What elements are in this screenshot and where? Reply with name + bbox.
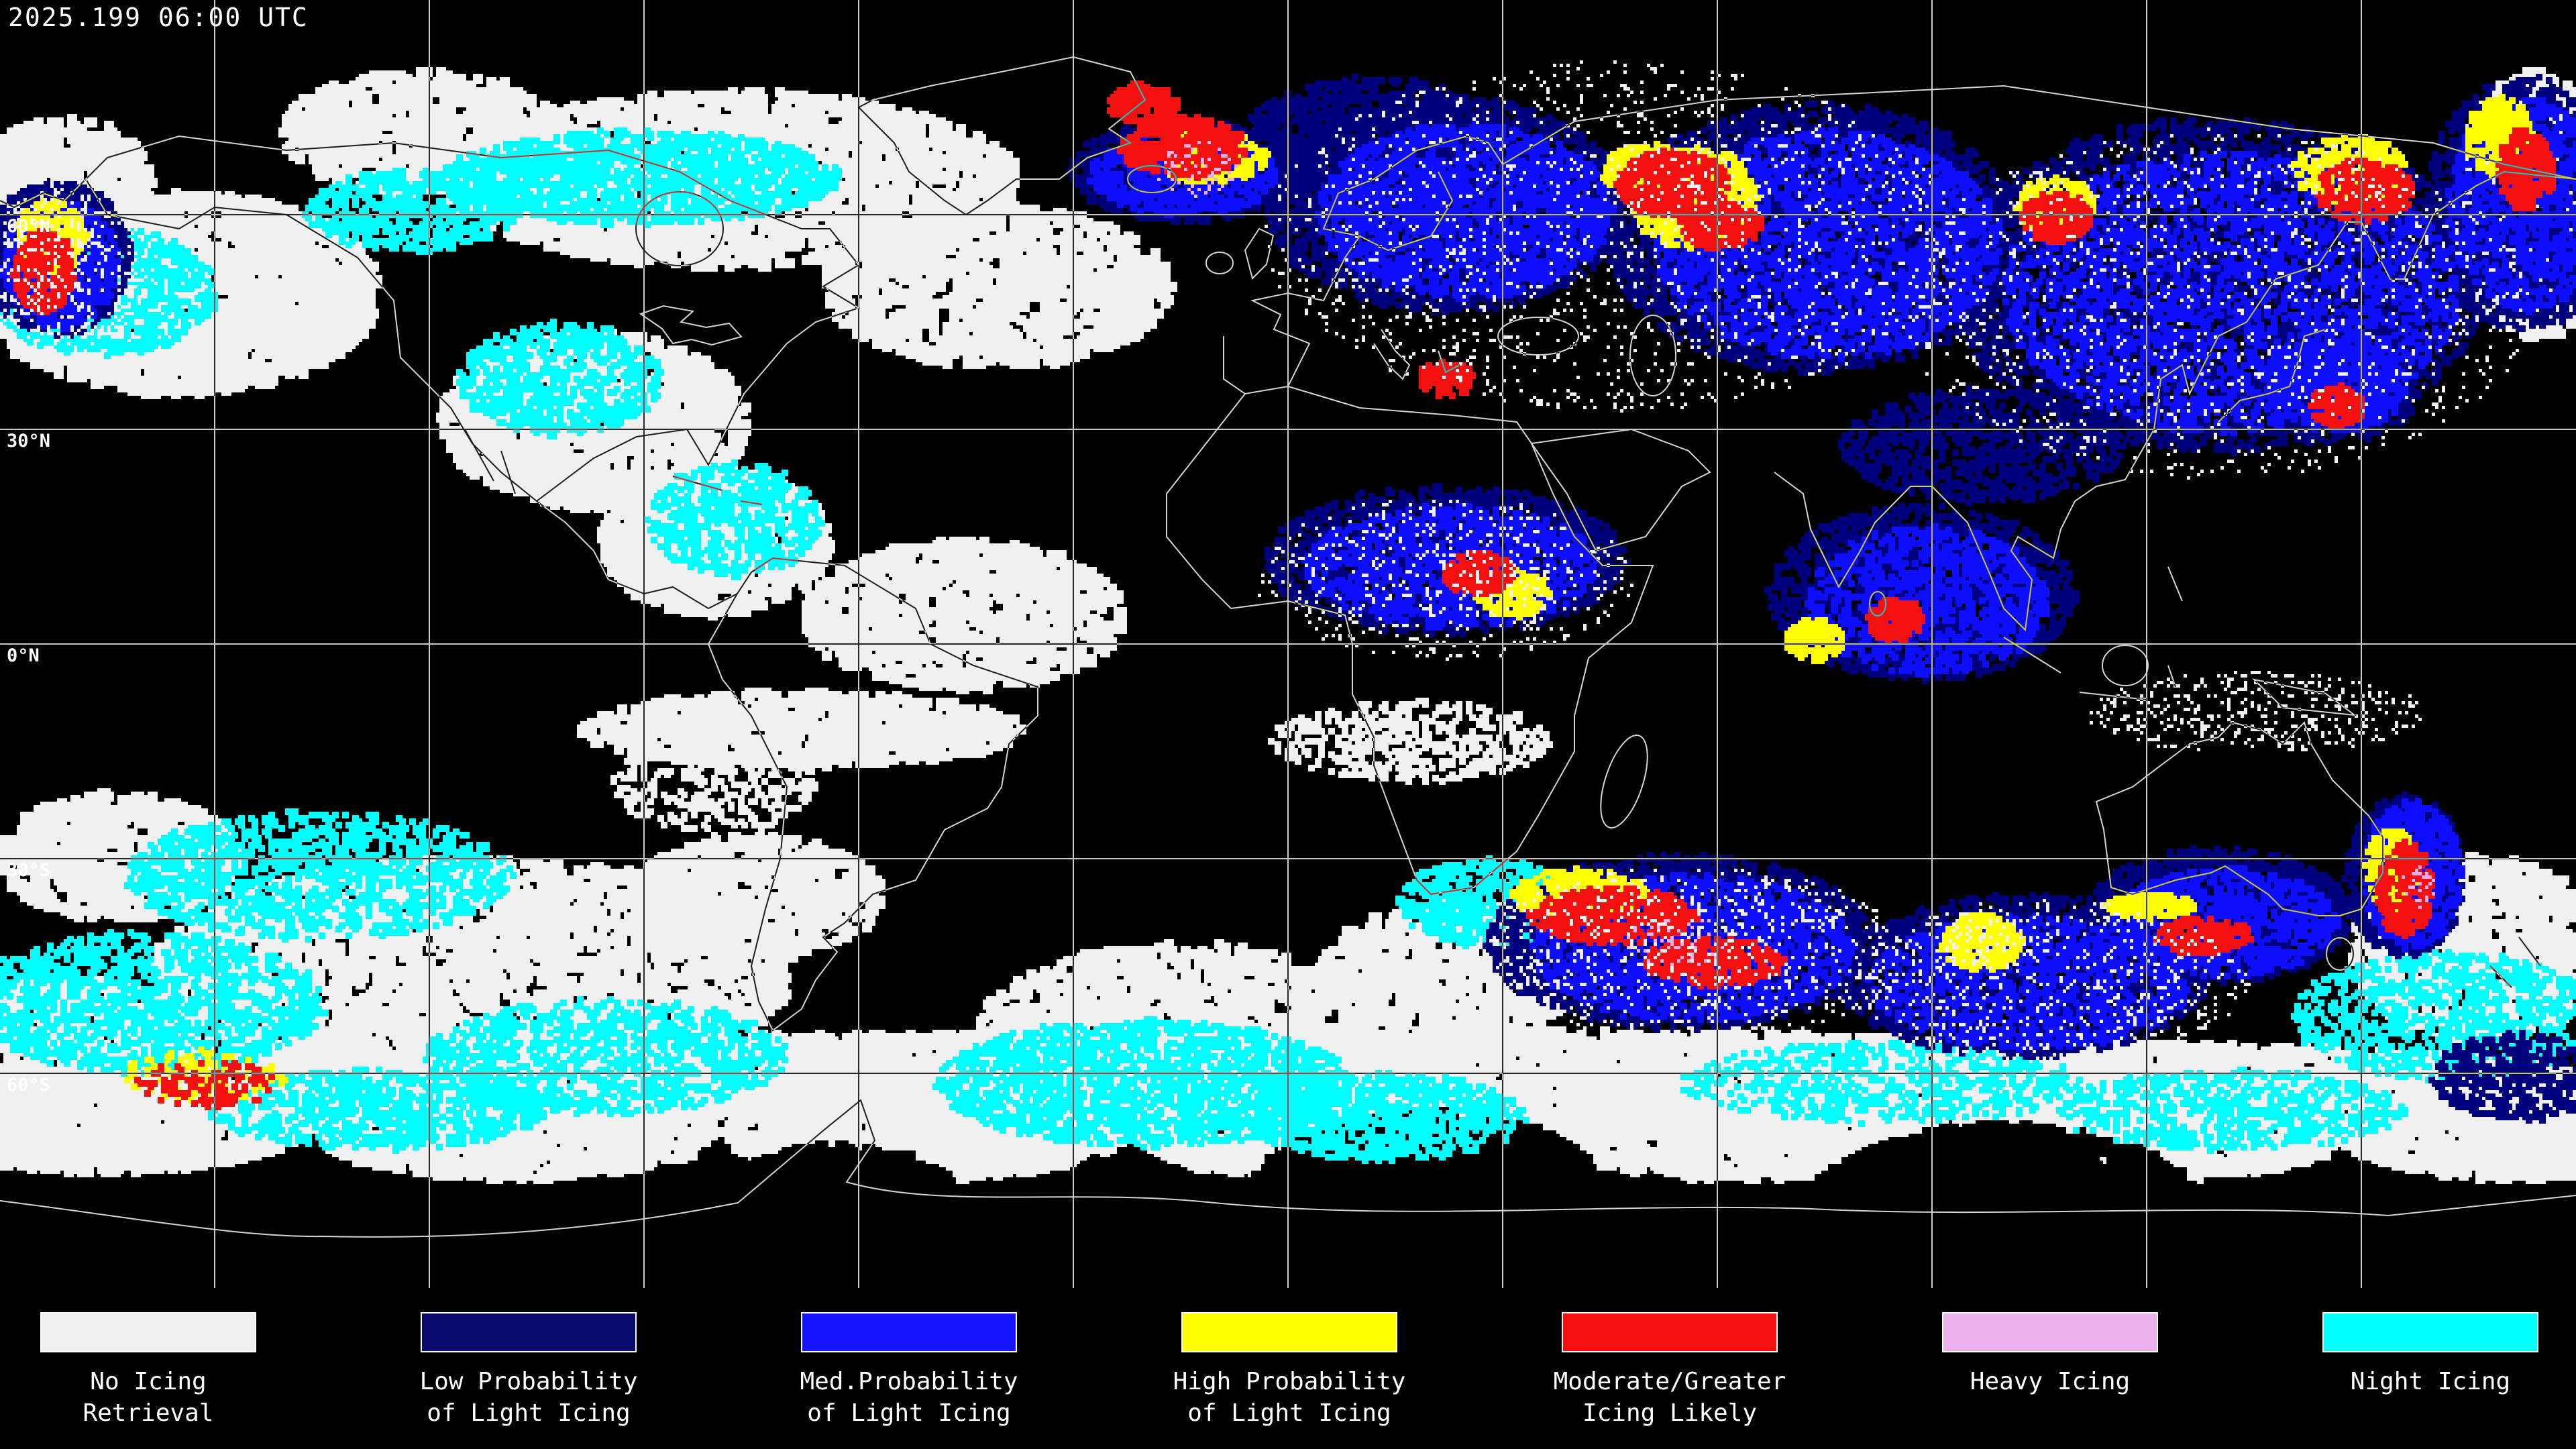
legend-label: Med.Probability of Light Icing (800, 1368, 1018, 1427)
timestamp: 2025.199 06:00 UTC (8, 3, 309, 32)
legend-swatch-high-prob (1181, 1312, 1397, 1352)
lat-label-60s: 60°S (7, 1075, 50, 1095)
legend-entry-heavy-icing: Heavy Icing (1902, 1312, 2198, 1397)
coastlines (0, 56, 2576, 1238)
legend-label: Low Probability of Light Icing (419, 1368, 638, 1427)
legend-entry-no-icing: No Icing Retrieval (1, 1312, 296, 1429)
legend-swatch-no-icing (40, 1312, 256, 1352)
legend-entry-med-prob: Med.Probability of Light Icing (761, 1312, 1057, 1429)
legend-label: No Icing Retrieval (83, 1368, 214, 1427)
legend-label: High Probability of Light Icing (1173, 1368, 1406, 1427)
legend-label: Heavy Icing (1970, 1368, 2131, 1395)
legend-entry-moderate-greater: Moderate/Greater Icing Likely (1522, 1312, 1817, 1429)
legend-entry-low-prob: Low Probability of Light Icing (381, 1312, 676, 1429)
lat-label-0n: 0°N (7, 645, 40, 666)
legend-entry-high-prob: High Probability of Light Icing (1142, 1312, 1437, 1429)
legend-label: Night Icing (2350, 1368, 2511, 1395)
lat-label-30s: 30°S (7, 860, 50, 881)
legend-swatch-med-prob (801, 1312, 1017, 1352)
lat-lon-gridlines (0, 0, 2576, 1288)
grid-coastline-layer (0, 0, 2576, 1288)
lat-label-30n: 30°N (7, 431, 50, 451)
legend-swatch-moderate-greater (1562, 1312, 1778, 1352)
legend-swatch-low-prob (421, 1312, 637, 1352)
icing-map: 60°N 30°N 0°N 30°S 60°S 2025.199 06:00 U… (0, 0, 2576, 1288)
legend-entry-night-icing: Night Icing (2283, 1312, 2576, 1397)
legend-bar: No Icing Retrieval Low Probability of Ligh… (0, 1288, 2576, 1449)
legend-label: Moderate/Greater Icing Likely (1553, 1368, 1786, 1427)
legend-swatch-night-icing (2322, 1312, 2538, 1352)
latitude-label-layer: 60°N 30°N 0°N 30°S 60°S (7, 216, 50, 1095)
lat-label-60n: 60°N (7, 216, 50, 237)
legend-swatch-heavy-icing (1942, 1312, 2158, 1352)
